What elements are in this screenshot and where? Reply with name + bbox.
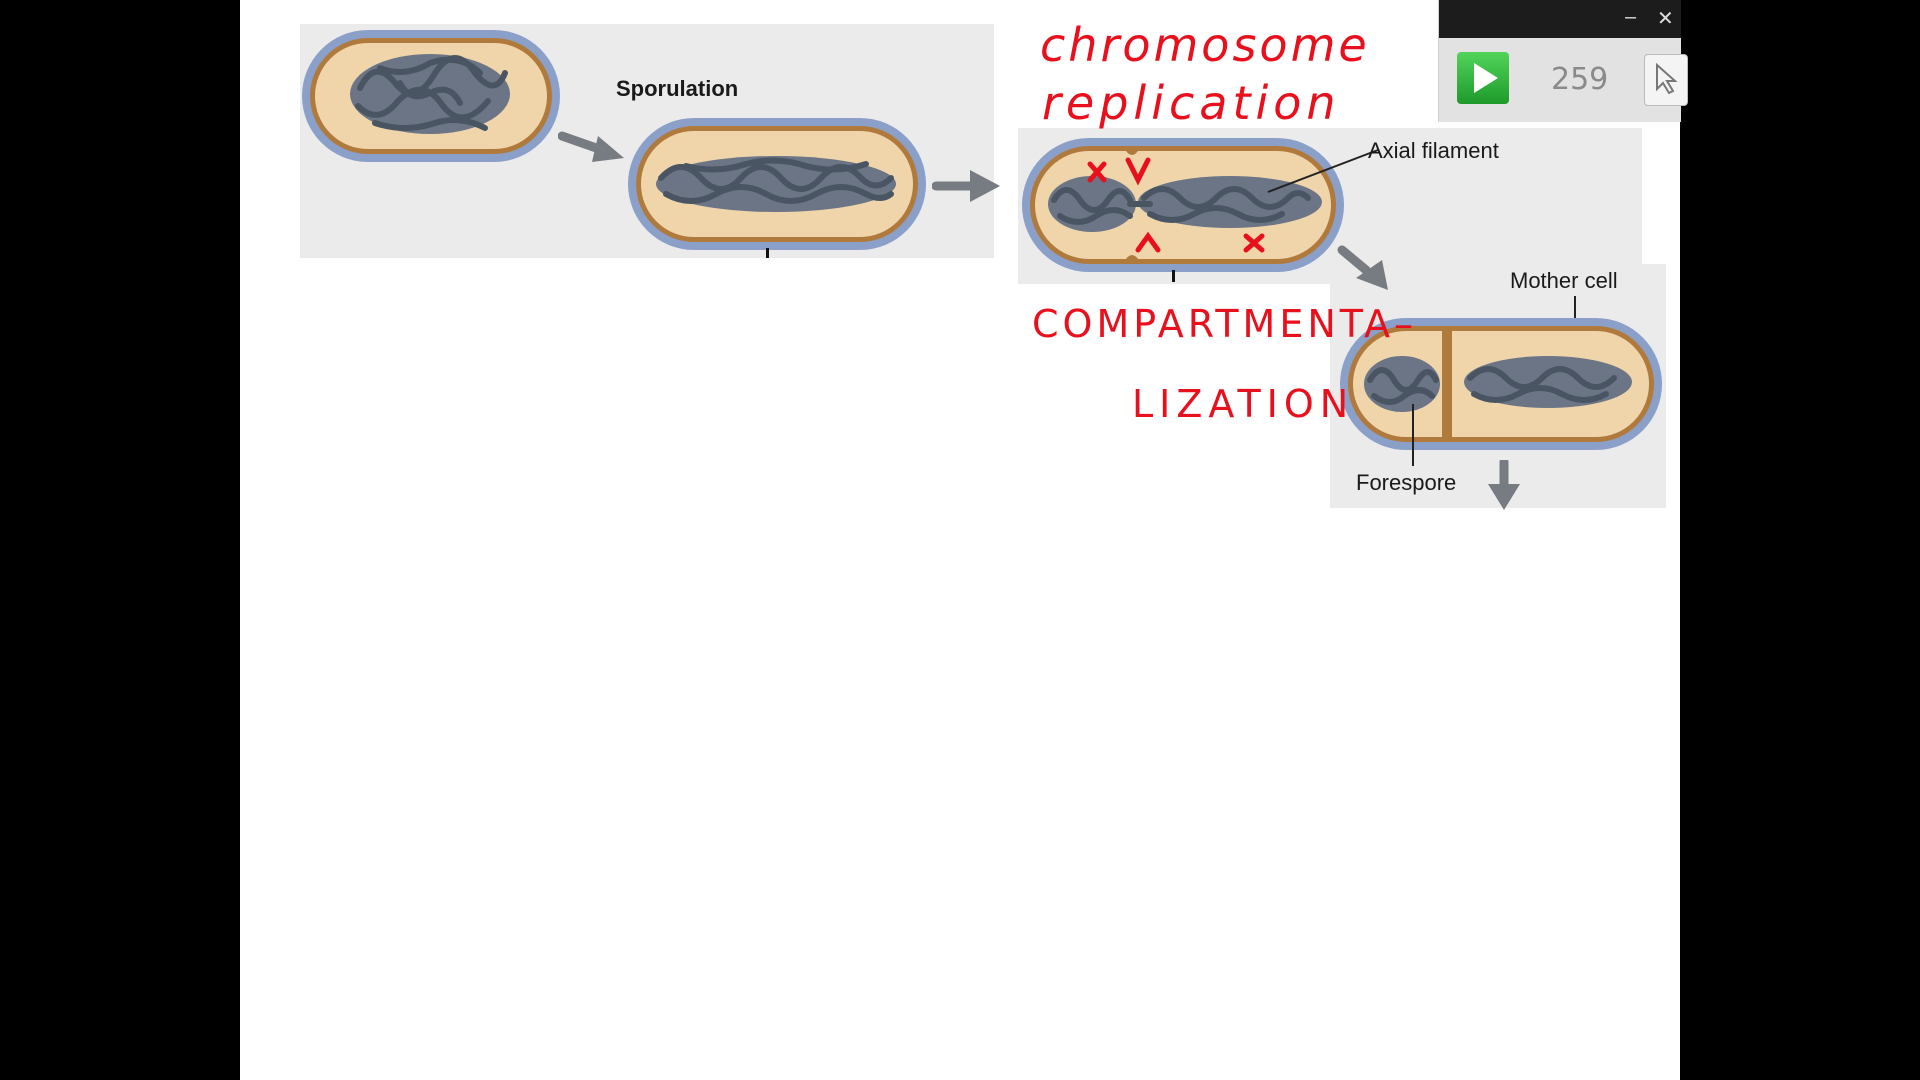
axial-filament-label: Axial filament: [1368, 138, 1499, 163]
ink-marks: [1087, 157, 1265, 253]
close-button[interactable]: ✕: [1657, 8, 1674, 30]
mother-cell-label: Mother cell: [1510, 268, 1618, 293]
whiteboard-slide: Sporulation: [240, 0, 1680, 1080]
axial-filament-leader: [1267, 149, 1379, 193]
arrow-down-right-icon: [1336, 244, 1396, 294]
annotation-replication: replication: [1042, 76, 1341, 130]
stretched-dna: [656, 156, 896, 212]
play-icon[interactable]: [1457, 52, 1509, 104]
elongated-cell: [626, 116, 928, 258]
compartment-dna: [1364, 356, 1632, 412]
player-titlebar: – ✕: [1439, 0, 1681, 38]
frame-counter: 259: [1551, 62, 1609, 97]
annotation-chromosome: chromosome: [1040, 18, 1370, 72]
annotation-compartmentalization-2: LIZATION: [1132, 382, 1355, 426]
tick-mark: [1172, 270, 1175, 282]
player-widget: – ✕ 259: [1438, 0, 1688, 122]
nucleoid-dna: [350, 54, 510, 134]
arrow-down-icon: [1486, 460, 1522, 512]
forespore-label: Forespore: [1356, 470, 1457, 495]
septated-cell: [1338, 316, 1664, 452]
arrow-right-icon: [558, 128, 628, 168]
annotation-compartmentalization-1: COMPARTMENTA–: [1032, 302, 1418, 346]
tick-mark: [766, 248, 769, 258]
forespore-leader: [1412, 404, 1414, 466]
arrow-right-icon: [932, 168, 1002, 204]
minimize-button[interactable]: –: [1625, 6, 1637, 28]
stage-panel-3-tab: [1498, 264, 1666, 274]
vegetative-cell: [300, 28, 562, 164]
pointer-icon[interactable]: [1644, 54, 1688, 106]
sporulation-label: Sporulation: [616, 76, 739, 101]
dividing-cell: [1020, 136, 1346, 282]
